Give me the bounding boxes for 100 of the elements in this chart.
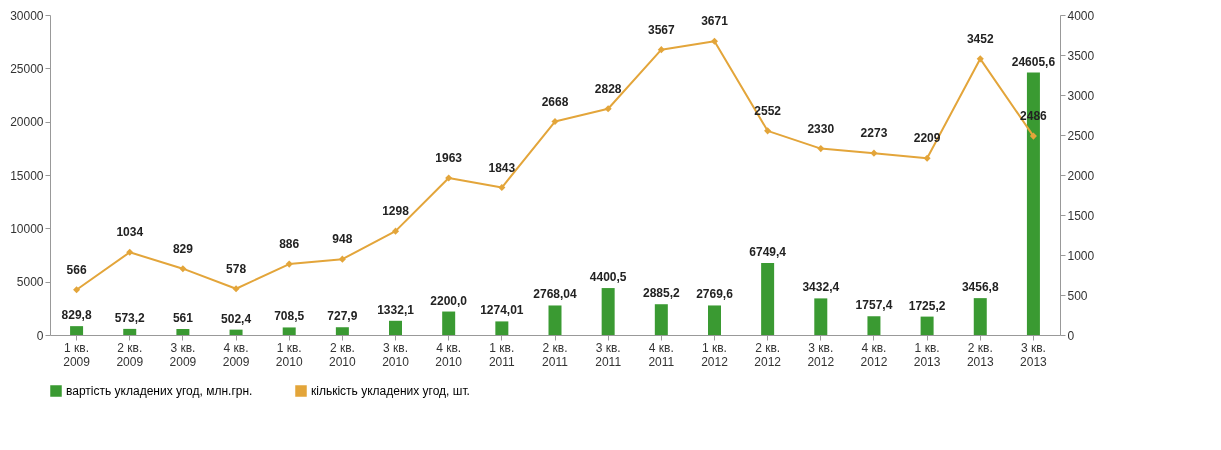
point xyxy=(126,248,134,256)
x-tick-label: 2 кв. 2013 xyxy=(966,340,994,369)
bar xyxy=(920,316,934,335)
bar xyxy=(654,304,668,335)
point xyxy=(73,286,81,294)
data-label: 1034 xyxy=(116,225,144,240)
point xyxy=(976,55,984,63)
x-tick-label: 2 кв. 2011 xyxy=(542,340,569,369)
point xyxy=(551,118,559,126)
data-label: 3671 xyxy=(701,14,729,29)
point xyxy=(817,145,825,153)
y2-tick-label: 1000 xyxy=(1067,248,1095,263)
data-label: 2486 xyxy=(1020,109,1048,124)
x-tick-label: 3 кв. 2010 xyxy=(382,340,410,369)
x-tick-label: 1 кв. 2013 xyxy=(913,340,941,369)
x-tick-label: 1 кв. 2010 xyxy=(275,340,303,369)
data-label: 3456,8 xyxy=(961,280,999,295)
data-label: 727,9 xyxy=(327,309,358,324)
x-tick-label: 3 кв. 2012 xyxy=(807,340,835,369)
point xyxy=(764,127,772,135)
x-tick-label: 3 кв. 2013 xyxy=(1020,340,1048,369)
point xyxy=(285,260,293,268)
point xyxy=(179,265,187,273)
data-label: 829,8 xyxy=(61,308,92,323)
data-label: 708,5 xyxy=(274,309,305,324)
y2-tick-label: 1500 xyxy=(1067,208,1095,223)
point xyxy=(1029,132,1037,140)
y-tick-label: 20000 xyxy=(10,115,44,130)
bar xyxy=(176,329,190,335)
x-tick-label: 1 кв. 2011 xyxy=(488,340,516,369)
data-label: 3567 xyxy=(647,22,675,37)
bar xyxy=(389,320,403,335)
bar xyxy=(973,298,987,335)
y2-tick-label: 4000 xyxy=(1067,8,1095,23)
x-tick-label: 1 кв. 2012 xyxy=(701,340,729,369)
y-tick-label: 25000 xyxy=(10,61,44,76)
point xyxy=(391,227,400,235)
point xyxy=(657,46,665,54)
point xyxy=(923,154,931,162)
data-label: 24605,6 xyxy=(1011,54,1056,69)
data-label: 566 xyxy=(66,262,87,277)
data-label: 1332,1 xyxy=(377,302,415,317)
point xyxy=(870,149,878,157)
y2-tick-label: 2500 xyxy=(1067,128,1095,143)
point xyxy=(604,105,612,113)
bar xyxy=(70,326,84,335)
x-tick-label: 4 кв. 2012 xyxy=(860,340,888,369)
bar xyxy=(282,327,296,335)
y2-tick-label: 0 xyxy=(1067,328,1075,343)
data-label: 2273 xyxy=(860,126,888,141)
bar xyxy=(761,263,775,335)
bar xyxy=(335,327,349,335)
data-label: 6749,4 xyxy=(749,245,787,260)
x-tick-label: 2 кв. 2009 xyxy=(116,340,144,369)
bar xyxy=(442,311,456,335)
x-tick-label: 2 кв. 2010 xyxy=(329,340,357,369)
data-label: 573,2 xyxy=(114,310,146,325)
y-tick-label: 0 xyxy=(36,328,44,343)
point xyxy=(498,184,506,192)
x-tick-label: 3 кв. 2011 xyxy=(595,340,622,369)
data-label: 886 xyxy=(279,237,300,252)
data-label: 2769,6 xyxy=(696,287,734,302)
y2-tick-label: 3500 xyxy=(1067,48,1095,63)
x-tick-label: 4 кв. 2011 xyxy=(648,340,675,369)
data-label: 1843 xyxy=(488,160,516,175)
data-label: 2885,2 xyxy=(642,286,680,301)
bar xyxy=(814,298,828,335)
data-label: 2768,04 xyxy=(533,287,578,302)
y-tick-label: 10000 xyxy=(10,221,44,236)
bar xyxy=(867,316,881,335)
x-tick-label: 4 кв. 2010 xyxy=(435,340,463,369)
y-tick-label: 15000 xyxy=(10,168,44,183)
data-label: 2828 xyxy=(594,81,622,96)
data-label: 1274,01 xyxy=(480,303,524,318)
data-label: 4400,5 xyxy=(589,270,627,285)
point xyxy=(338,255,346,263)
data-label: 829 xyxy=(172,241,194,256)
point xyxy=(710,37,719,45)
data-label: 3452 xyxy=(966,31,994,46)
y2-tick-label: 500 xyxy=(1067,288,1088,303)
data-label: 1963 xyxy=(435,150,463,165)
bar xyxy=(495,321,509,335)
bar xyxy=(601,288,615,335)
data-label: 2200,0 xyxy=(430,293,468,308)
x-tick-label: 4 кв. 2009 xyxy=(222,340,250,369)
y-tick-label: 5000 xyxy=(16,275,44,290)
x-tick-label: 3 кв. 2009 xyxy=(169,340,197,369)
y2-tick-label: 3000 xyxy=(1067,88,1095,103)
data-label: 1725,2 xyxy=(908,298,946,313)
data-label: 2668 xyxy=(541,94,569,109)
data-label: 578 xyxy=(226,261,247,276)
bar xyxy=(707,305,721,335)
y2-tick-label: 2000 xyxy=(1067,168,1095,183)
data-label: 1298 xyxy=(382,204,410,219)
bar xyxy=(229,329,243,335)
point xyxy=(445,174,453,182)
legend-label: вартість укладених угод, млн.грн. xyxy=(66,384,253,398)
data-label: 561 xyxy=(172,311,194,326)
bar xyxy=(123,328,137,335)
legend-label: кількість укладених угод, шт. xyxy=(311,384,470,398)
